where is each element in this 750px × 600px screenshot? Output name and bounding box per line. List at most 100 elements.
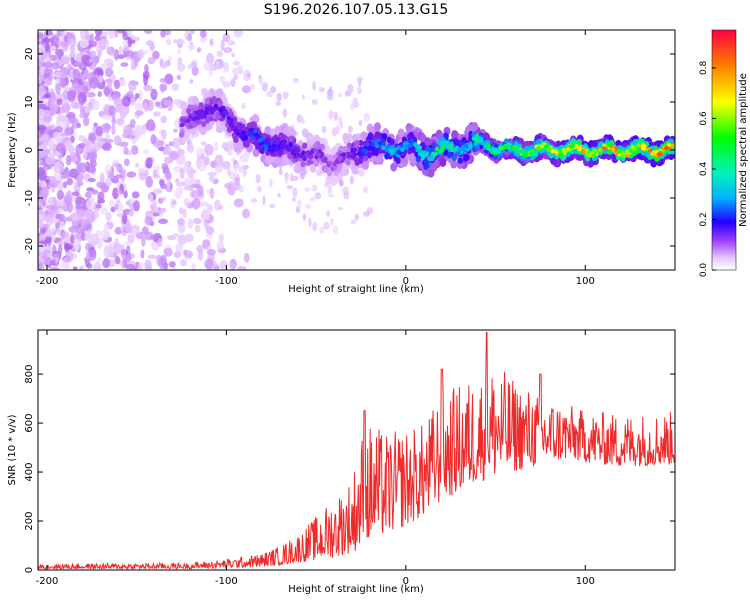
heatmap-ridge-cell — [640, 145, 646, 151]
heatmap-noise-cell — [64, 139, 73, 151]
heatmap-noise-cell — [304, 187, 311, 192]
y-tick-label: 20 — [24, 48, 35, 61]
heatmap-noise-cell — [222, 32, 231, 43]
heatmap-noise-cell — [134, 102, 144, 112]
heatmap-noise-cell — [173, 251, 182, 259]
heatmap-ridge-cell — [358, 139, 364, 147]
heatmap-noise-cell — [100, 207, 108, 215]
heatmap-ridge-cell — [341, 152, 346, 157]
heatmap-ridge-cell — [425, 146, 431, 153]
heatmap-noise-cell — [224, 182, 233, 190]
heatmap-ridge-cell — [282, 139, 287, 145]
heatmap-noise-cell — [215, 63, 221, 70]
heatmap-noise-cell — [269, 203, 276, 209]
heatmap-noise-cell — [92, 99, 100, 111]
heatmap-noise-cell — [56, 190, 65, 200]
heatmap-ridge-cell — [522, 153, 527, 158]
heatmap-noise-cell — [147, 57, 156, 65]
heatmap-noise-cell — [71, 220, 77, 228]
heatmap-ridge-cell — [373, 122, 381, 132]
spectrogram-x-ticks: -200 -100 0 100 — [36, 30, 595, 287]
heatmap-noise-cell — [233, 30, 244, 38]
heatmap-ridge-cell — [463, 154, 469, 162]
heatmap-noise-cell — [352, 101, 360, 109]
heatmap-noise-cell — [176, 217, 185, 226]
heatmap-noise-cell — [152, 199, 158, 208]
heatmap-noise-cell — [116, 190, 122, 196]
heatmap-ridge-cell — [486, 143, 491, 148]
heatmap-noise-cell — [156, 238, 163, 247]
heatmap-noise-cell — [75, 196, 83, 207]
heatmap-ridge-cell — [316, 152, 321, 158]
snr-frame — [37, 329, 676, 571]
heatmap-ridge-cell — [244, 140, 250, 148]
heatmap-noise-cell — [70, 101, 78, 109]
colorbar: 0.0 0.2 0.4 0.6 0.8 Normalized spectral ampl… — [699, 29, 749, 277]
heatmap-noise-cell — [109, 245, 115, 258]
heatmap-noise-cell — [178, 186, 184, 195]
heatmap-noise-cell — [220, 39, 225, 52]
heatmap-noise-cell — [153, 111, 161, 117]
heatmap-noise-cell — [38, 221, 45, 229]
heatmap-ridge-cell — [201, 120, 207, 128]
heatmap-noise-cell — [123, 158, 130, 167]
heatmap-ridge-cell — [233, 128, 238, 133]
y-tick-label: 600 — [24, 414, 35, 433]
heatmap-noise-cell — [86, 92, 96, 98]
heatmap-noise-cell — [214, 141, 219, 152]
heatmap-noise-cell — [233, 74, 238, 81]
heatmap-ridge-cell — [529, 151, 534, 157]
heatmap-noise-cell — [363, 211, 371, 217]
heatmap-noise-cell — [127, 50, 135, 58]
heatmap-noise-cell — [77, 97, 83, 103]
heatmap-noise-cell — [230, 262, 236, 270]
heatmap-noise-cell — [70, 125, 75, 135]
heatmap-noise-cell — [216, 242, 224, 251]
heatmap-noise-cell — [68, 225, 78, 234]
heatmap-noise-cell — [168, 261, 176, 268]
heatmap-noise-cell — [241, 102, 246, 109]
y-tick-label: -20 — [24, 238, 35, 254]
heatmap-noise-cell — [230, 78, 236, 88]
heatmap-noise-cell — [38, 58, 43, 69]
heatmap-noise-cell — [55, 82, 61, 95]
heatmap-noise-cell — [289, 172, 294, 182]
heatmap-noise-cell — [205, 226, 215, 235]
heatmap-ridge-cell — [213, 103, 219, 109]
heatmap-ridge-cell — [304, 152, 309, 157]
heatmap-ridge-cell — [190, 120, 197, 128]
heatmap-ridge-cell — [273, 150, 279, 157]
heatmap-noise-cell — [124, 222, 133, 233]
heatmap-ridge-cell — [365, 142, 370, 147]
heatmap-ridge-cell — [407, 138, 413, 144]
heatmap-noise-cell — [278, 169, 283, 175]
heatmap-noise-cell — [42, 37, 50, 44]
heatmap-ridge-cell — [343, 135, 351, 145]
heatmap-noise-cell — [350, 219, 357, 225]
heatmap-noise-cell — [113, 97, 123, 107]
heatmap-noise-cell — [63, 194, 73, 206]
heatmap-ridge-cell — [191, 96, 199, 106]
heatmap-noise-cell — [48, 54, 54, 59]
heatmap-ridge-cell — [302, 142, 308, 149]
heatmap-ridge-cell — [360, 131, 368, 141]
heatmap-ridge-cell — [233, 143, 241, 153]
heatmap-ridge-cell — [302, 156, 307, 162]
heatmap-noise-cell — [93, 209, 100, 219]
heatmap-noise-cell — [270, 85, 277, 94]
heatmap-noise-cell — [63, 243, 73, 251]
heatmap-noise-cell — [48, 37, 55, 43]
heatmap-noise-cell — [57, 240, 67, 246]
heatmap-ridge-cell — [196, 112, 202, 118]
heatmap-noise-cell — [321, 125, 327, 134]
heatmap-ridge-cell — [443, 143, 448, 149]
heatmap-ridge-cell — [647, 148, 653, 153]
heatmap-noise-cell — [344, 90, 349, 98]
y-tick-label: 200 — [24, 511, 35, 530]
heatmap-noise-cell — [277, 193, 281, 198]
heatmap-noise-cell — [55, 143, 66, 153]
heatmap-noise-cell — [114, 227, 121, 235]
heatmap-noise-cell — [93, 122, 98, 127]
heatmap-noise-cell — [143, 102, 149, 113]
